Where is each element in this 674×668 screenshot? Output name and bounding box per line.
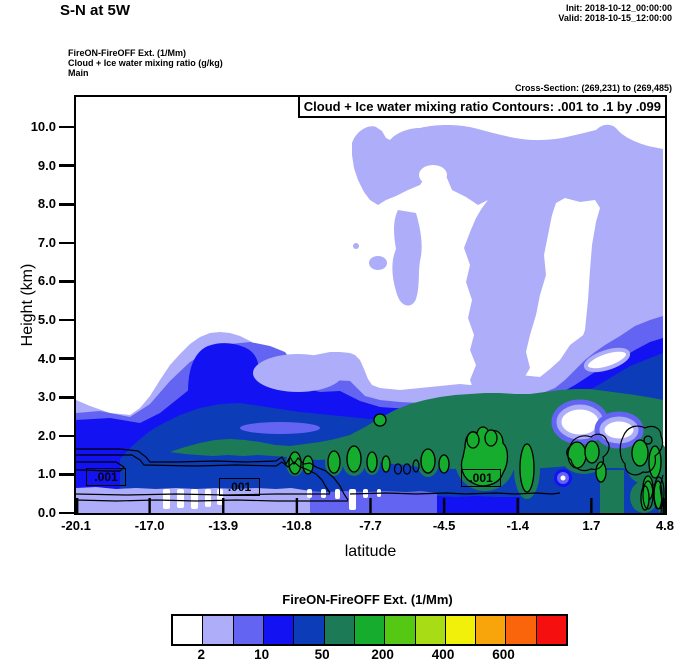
- colorbar-tick-label: 200: [371, 647, 394, 662]
- x-axis-tick-label: 1.7: [582, 518, 601, 533]
- hill-inner-lavender-patch: [253, 354, 343, 392]
- y-axis-tick-label: 5.0: [37, 312, 56, 327]
- y-axis-tick-label: 10.0: [30, 119, 56, 134]
- colorbar-cell: [293, 616, 324, 644]
- x-axis-tick: [369, 498, 372, 513]
- plot-area: Cloud + Ice water mixing ratio Contours:…: [74, 95, 667, 515]
- plot-title-box: Cloud + Ice water mixing ratio Contours:…: [297, 95, 667, 118]
- white-wedge-hole: [583, 347, 631, 373]
- x-axis-title: latitude: [344, 543, 397, 560]
- y-axis-tick-label: 8.0: [37, 196, 56, 212]
- periwinkle-wisp: [240, 422, 320, 434]
- x-axis-tick-label: -10.8: [282, 518, 312, 533]
- field-legend-line-2: Cloud + Ice water mixing ratio (g/kg): [68, 58, 223, 68]
- hill-blue-core: [188, 343, 259, 400]
- x-axis-tick: [442, 498, 446, 513]
- y-axis-tick: [59, 318, 76, 322]
- x-axis-tick: [516, 498, 519, 513]
- x-axis-tick: [76, 498, 79, 513]
- anvil-cloud-region: [352, 124, 663, 402]
- colorbar-cell: [414, 616, 445, 644]
- x-axis-tick-label: -1.4: [506, 518, 529, 533]
- y-axis-tick: [59, 473, 76, 476]
- surface-blue-strip: [437, 496, 520, 513]
- colorbar-cell: [232, 616, 263, 644]
- contour-label-001: .001: [461, 469, 501, 487]
- y-axis-tick-label: 6.0: [37, 273, 56, 289]
- page-title: S-N at 5W: [60, 2, 131, 19]
- y-axis-tick: [59, 434, 76, 438]
- field-legend-line-3: Main: [68, 68, 89, 78]
- colorbar-cell: [323, 616, 354, 644]
- colorbar-cell: [505, 616, 536, 644]
- cloud-fragment-blob: [369, 256, 387, 270]
- colorbar-cell: [202, 616, 233, 644]
- x-axis-tick-label: -4.5: [432, 518, 456, 533]
- x-axis-tick: [222, 498, 225, 513]
- colorbar-cell: [535, 616, 567, 644]
- colorbar-cell: [475, 616, 506, 644]
- hole-outer-ring: [594, 411, 644, 449]
- cloud-finger: [392, 210, 422, 306]
- colorbar-cell: [384, 616, 415, 644]
- y-axis-tick-label: 0.0: [37, 505, 56, 520]
- colorbar-tick-label: 400: [431, 647, 455, 662]
- y-axis-tick: [59, 125, 76, 129]
- y-axis-tick-label: 9.0: [37, 157, 56, 173]
- y-axis-tick-label: 1.0: [37, 466, 56, 482]
- colorbar-title: FireON-FireOFF Ext. (1/Mm): [282, 592, 453, 607]
- x-axis-tick-label: -13.9: [208, 518, 239, 533]
- x-axis-tick: [148, 498, 151, 513]
- x-axis-tick: [295, 498, 299, 513]
- colorbar-tick-label: 50: [314, 647, 330, 662]
- contour-label-001: .001: [219, 478, 260, 496]
- colorbar-tick-label: 600: [492, 647, 515, 662]
- y-axis-tick: [59, 241, 76, 245]
- colorbar-cell: [444, 616, 476, 644]
- colorbar-cell: [353, 616, 385, 644]
- field-legend-line-1: FireON-FireOFF Ext. (1/Mm): [68, 48, 187, 58]
- colorbar-tick-label: 2: [197, 647, 205, 662]
- x-axis-tick: [590, 498, 593, 513]
- y-axis-tick-label: 3.0: [37, 389, 56, 405]
- x-axis-tick-label: -17.0: [134, 518, 165, 533]
- colorbar-cell: [173, 616, 203, 644]
- y-axis-tick: [59, 164, 76, 167]
- y-axis-tick: [59, 396, 76, 399]
- init-timestamp: Init: 2018-10-12_00:00:00: [565, 3, 672, 13]
- y-axis-tick-label: 4.0: [37, 350, 56, 366]
- valid-timestamp: Valid: 2018-10-15_12:00:00: [558, 13, 672, 23]
- y-axis-tick: [59, 203, 76, 206]
- contour-plot-canvas: [76, 97, 665, 513]
- cross-section-coords: Cross-Section: (269,231) to (269,485): [514, 83, 672, 93]
- spot-core-white: [560, 475, 566, 481]
- colorbar-tick-label: 10: [254, 647, 270, 662]
- x-axis-tick-label: -7.7: [359, 518, 382, 533]
- contour-label-001: .001: [86, 468, 126, 486]
- colorbar: [171, 614, 568, 646]
- y-axis-tick: [59, 357, 76, 360]
- anvil-white-notch: [419, 165, 447, 185]
- x-axis-ticks: [76, 498, 665, 513]
- x-axis-tick: [662, 498, 665, 513]
- white-hole-2: [599, 416, 639, 444]
- y-axis-tick: [59, 511, 76, 515]
- x-axis-tick-label: -20.1: [61, 518, 91, 533]
- y-axis-tick-label: 2.0: [37, 427, 56, 443]
- x-axis-tick-label: 4.8: [655, 518, 674, 533]
- cloud-fragment-dot: [353, 243, 359, 249]
- y-axis-tick: [59, 280, 76, 283]
- surface-periwinkle-strip: [310, 491, 437, 513]
- colorbar-cell: [262, 616, 294, 644]
- y-axis-tick-label: 7.0: [37, 234, 56, 250]
